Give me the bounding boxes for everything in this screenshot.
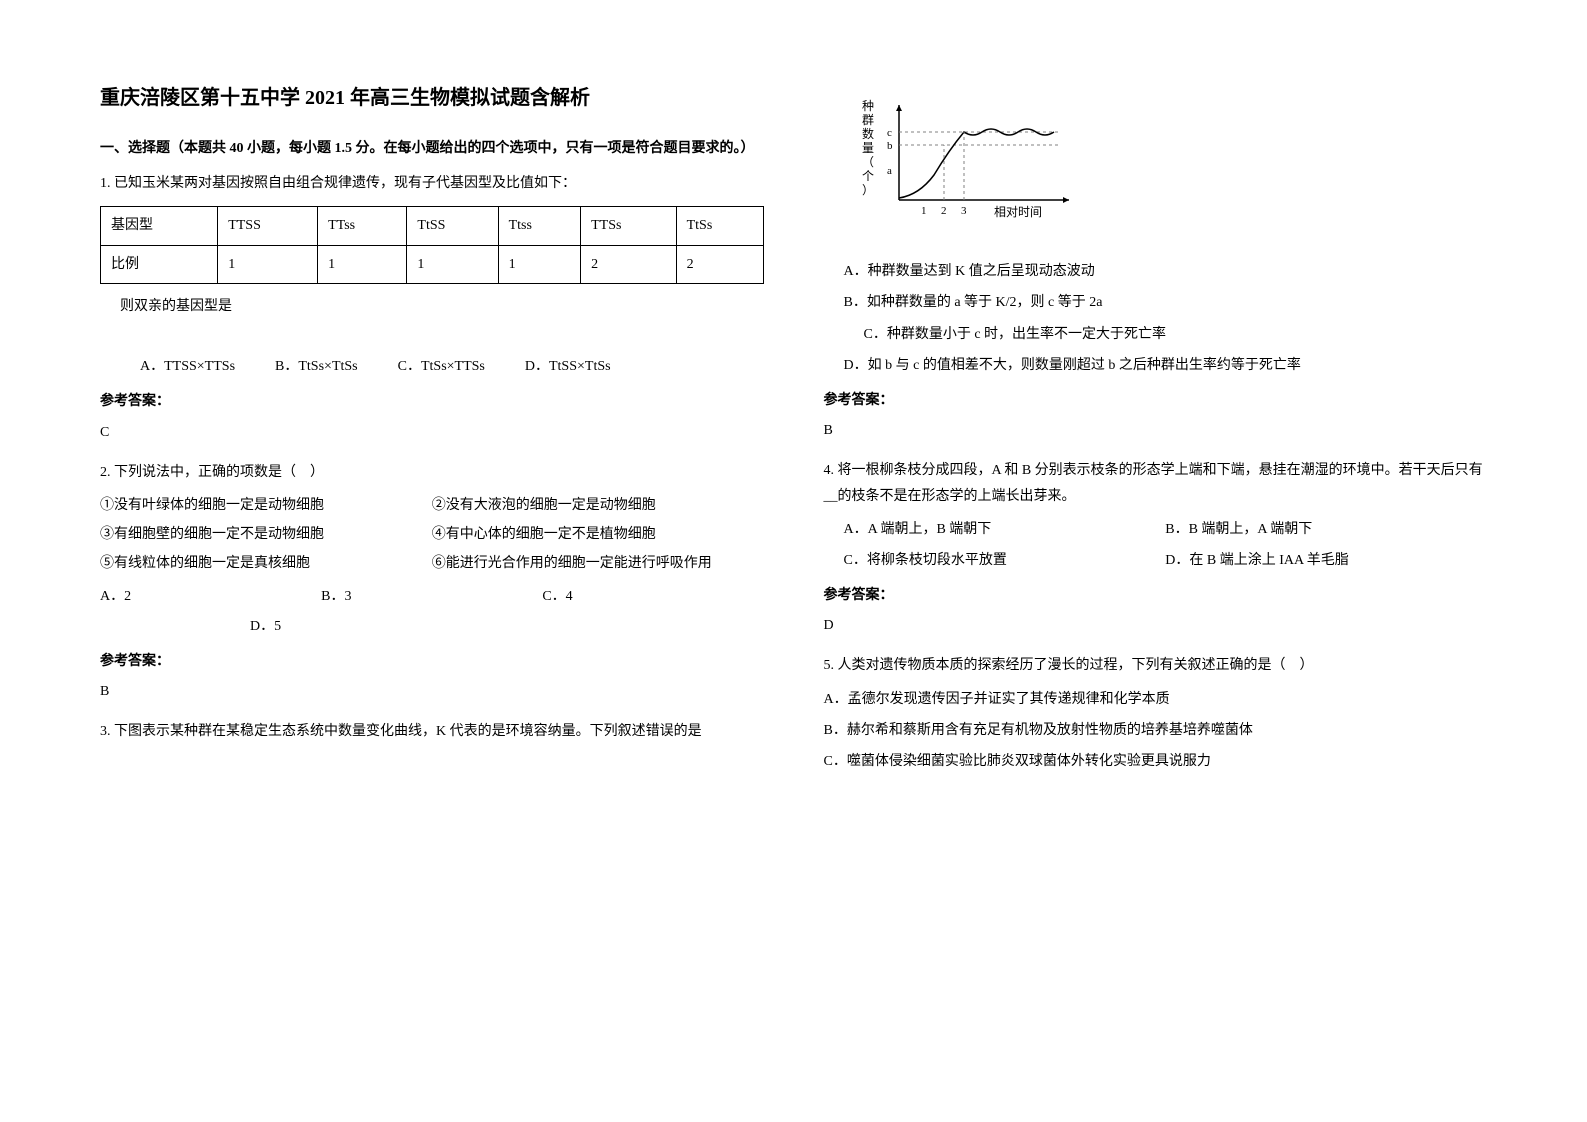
question-5: 5. 人类对遗传物质本质的探索经历了漫长的过程，下列有关叙述正确的是（ ） A．… <box>824 653 1488 774</box>
option-c: C．种群数量小于 c 时，出生率不一定大于死亡率 <box>824 322 1488 347</box>
q2-text: 2. 下列说法中，正确的项数是（ ） <box>100 460 764 485</box>
option-d: D．在 B 端上涂上 IAA 羊毛脂 <box>1165 548 1487 573</box>
q1-options: A．TTSS×TTSs B．TtSs×TtSs C．TtSs×TTSs D．Tt… <box>100 354 764 379</box>
statement: ③有细胞壁的细胞一定不是动物细胞 <box>100 522 432 547</box>
table-cell: 基因型 <box>101 207 218 245</box>
svg-text:种: 种 <box>862 99 874 113</box>
option-a: A．孟德尔发现遗传因子并证实了其传递规律和化学本质 <box>824 687 1488 712</box>
exam-title: 重庆涪陵区第十五中学 2021 年高三生物模拟试题含解析 <box>100 80 764 116</box>
svg-text:c: c <box>887 127 892 139</box>
option-c: C．噬菌体侵染细菌实验比肺炎双球菌体外转化实验更具说服力 <box>824 749 1488 774</box>
svg-text:2: 2 <box>941 205 947 217</box>
question-3-text: 3. 下图表示某种群在某稳定生态系统中数量变化曲线，K 代表的是环境容纳量。下列… <box>100 719 764 744</box>
table-data-row: 比例 1 1 1 1 2 2 <box>101 245 764 283</box>
option-c: C．4 <box>542 584 763 609</box>
question-1: 1. 已知玉米某两对基因按照自由组合规律遗传，现有子代基因型及比值如下： 基因型… <box>100 171 764 445</box>
table-cell: TTss <box>318 207 407 245</box>
section-1-header: 一、选择题（本题共 40 小题，每小题 1.5 分。在每小题给出的四个选项中，只… <box>100 136 764 161</box>
q4-answer: D <box>824 613 1488 638</box>
svg-text:1: 1 <box>921 205 927 217</box>
svg-text:群: 群 <box>862 113 874 127</box>
q2-options: A．2 B．3 C．4 <box>100 584 764 609</box>
option-b: B．B 端朝上，A 端朝下 <box>1165 517 1487 542</box>
statement: ⑥能进行光合作用的细胞一定能进行呼吸作用 <box>432 551 764 576</box>
q3-chart: 种群数量（个） a bc 1 2 3 相对时间 <box>854 90 1488 239</box>
q4-options-row1: A．A 端朝上，B 端朝下 B．B 端朝上，A 端朝下 <box>824 517 1488 542</box>
statement: ④有中心体的细胞一定不是植物细胞 <box>432 522 764 547</box>
table-cell: 2 <box>676 245 763 283</box>
option-b: B．3 <box>321 584 542 609</box>
statement: ②没有大液泡的细胞一定是动物细胞 <box>432 493 764 518</box>
q2-answer-label: 参考答案： <box>100 649 764 674</box>
svg-text:相对时间: 相对时间 <box>994 205 1042 219</box>
table-cell: 1 <box>318 245 407 283</box>
statement: ⑤有线粒体的细胞一定是真核细胞 <box>100 551 432 576</box>
q1-text: 1. 已知玉米某两对基因按照自由组合规律遗传，现有子代基因型及比值如下： <box>100 171 764 196</box>
table-cell: 1 <box>218 245 318 283</box>
option-d: D．TtSS×TtSs <box>525 354 611 379</box>
option-c: C．将柳条枝切段水平放置 <box>844 548 1166 573</box>
table-cell: TtSs <box>676 207 763 245</box>
svg-text:）: ） <box>862 183 874 197</box>
right-column: 种群数量（个） a bc 1 2 3 相对时间 A．种群数量达到 K 值之后呈现动态波动 B… <box>824 80 1488 784</box>
q5-text: 5. 人类对遗传物质本质的探索经历了漫长的过程，下列有关叙述正确的是（ ） <box>824 653 1488 678</box>
q1-answer: C <box>100 420 764 445</box>
svg-text:个: 个 <box>862 169 874 183</box>
svg-text:a: a <box>887 165 892 177</box>
option-d: D．如 b 与 c 的值相差不大，则数量刚超过 b 之后种群出生率约等于死亡率 <box>824 353 1488 378</box>
svg-text:量: 量 <box>862 141 874 155</box>
table-cell: TtSS <box>407 207 498 245</box>
q3-answer: B <box>824 418 1488 443</box>
svg-text:b: b <box>887 140 893 152</box>
option-a: A．TTSS×TTSs <box>140 354 235 379</box>
table-cell: TTSS <box>218 207 318 245</box>
question-2: 2. 下列说法中，正确的项数是（ ） ①没有叶绿体的细胞一定是动物细胞 ②没有大… <box>100 460 764 705</box>
q3-answer-label: 参考答案： <box>824 388 1488 413</box>
left-column: 重庆涪陵区第十五中学 2021 年高三生物模拟试题含解析 一、选择题（本题共 4… <box>100 80 764 784</box>
q1-answer-label: 参考答案： <box>100 389 764 414</box>
population-chart-svg: 种群数量（个） a bc 1 2 3 相对时间 <box>854 90 1094 230</box>
q1-table: 基因型 TTSS TTss TtSS Ttss TTSs TtSs 比例 1 1… <box>100 206 764 283</box>
option-c: C．TtSs×TTSs <box>398 354 485 379</box>
svg-text:3: 3 <box>961 205 967 217</box>
q4-options-row2: C．将柳条枝切段水平放置 D．在 B 端上涂上 IAA 羊毛脂 <box>824 548 1488 573</box>
option-a: A．种群数量达到 K 值之后呈现动态波动 <box>824 259 1488 284</box>
table-cell: 1 <box>498 245 580 283</box>
svg-text:（: （ <box>862 155 874 169</box>
option-b: B．TtSs×TtSs <box>275 354 358 379</box>
table-cell: 2 <box>581 245 677 283</box>
option-b: B．赫尔希和蔡斯用含有充足有机物及放射性物质的培养基培养噬菌体 <box>824 718 1488 743</box>
svg-text:数: 数 <box>862 126 874 141</box>
q4-answer-label: 参考答案： <box>824 583 1488 608</box>
q4-text: 4. 将一根柳条枝分成四段，A 和 B 分别表示枝条的形态学上端和下端，悬挂在潮… <box>824 458 1488 508</box>
q2-statements: ①没有叶绿体的细胞一定是动物细胞 ②没有大液泡的细胞一定是动物细胞 ③有细胞壁的… <box>100 493 764 577</box>
question-3-options: A．种群数量达到 K 值之后呈现动态波动 B．如种群数量的 a 等于 K/2，则… <box>824 259 1488 443</box>
option-d: D．5 <box>100 614 764 639</box>
option-a: A．2 <box>100 584 321 609</box>
option-a: A．A 端朝上，B 端朝下 <box>844 517 1166 542</box>
table-cell: 1 <box>407 245 498 283</box>
table-header-row: 基因型 TTSS TTss TtSS Ttss TTSs TtSs <box>101 207 764 245</box>
question-4: 4. 将一根柳条枝分成四段，A 和 B 分别表示枝条的形态学上端和下端，悬挂在潮… <box>824 458 1488 638</box>
option-b: B．如种群数量的 a 等于 K/2，则 c 等于 2a <box>824 290 1488 315</box>
q2-answer: B <box>100 679 764 704</box>
table-cell: TTSs <box>581 207 677 245</box>
table-cell: Ttss <box>498 207 580 245</box>
statement: ①没有叶绿体的细胞一定是动物细胞 <box>100 493 432 518</box>
table-cell: 比例 <box>101 245 218 283</box>
q3-text: 3. 下图表示某种群在某稳定生态系统中数量变化曲线，K 代表的是环境容纳量。下列… <box>100 719 764 744</box>
q1-subtext: 则双亲的基因型是 <box>100 294 764 319</box>
